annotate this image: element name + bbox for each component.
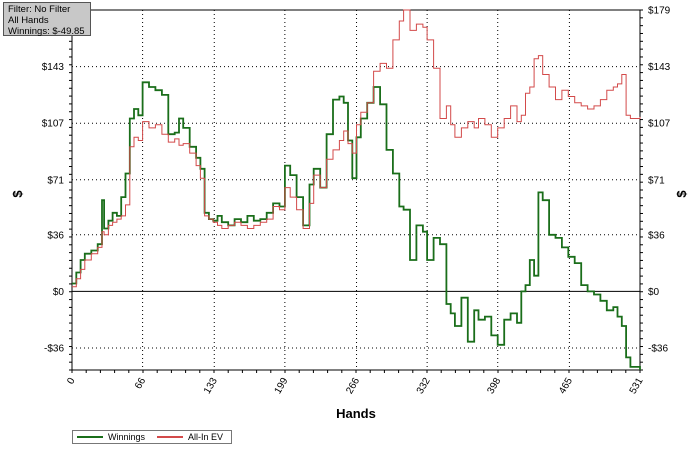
y-tick-label-right: $71 xyxy=(648,175,665,186)
y-tick-label-left: $143 xyxy=(42,62,65,73)
x-axis-title: Hands xyxy=(336,406,376,421)
series-line-all-in-ev xyxy=(72,9,641,288)
winnings-label: Winnings: $-49.85 xyxy=(8,26,85,37)
y-tick-label-left: -$36 xyxy=(44,343,64,354)
x-tick-label: 465 xyxy=(557,376,575,396)
x-tick-label: 0 xyxy=(65,376,78,387)
y-tick-label-left: $107 xyxy=(42,119,65,130)
y-tick-label-right: $143 xyxy=(648,62,671,73)
plot-frame xyxy=(71,9,641,371)
y-tick-label-left: $71 xyxy=(47,175,64,186)
y-axis-title-left: $ xyxy=(10,190,25,198)
series-line-winnings xyxy=(72,81,641,370)
y-tick-label-right: $0 xyxy=(648,287,660,298)
x-tick-label: 398 xyxy=(485,376,503,396)
x-tick-label: 133 xyxy=(202,376,220,396)
x-tick-label: 199 xyxy=(273,376,291,396)
legend-item-allin-ev: All-In EV xyxy=(157,432,223,442)
y-tick-label-right: $179 xyxy=(648,6,671,17)
y-tick-label-left: $36 xyxy=(47,230,64,241)
x-tick-label: 266 xyxy=(344,376,362,396)
x-tick-label: 332 xyxy=(415,376,433,396)
filter-label: Filter: No Filter xyxy=(8,4,71,15)
legend-label-winnings: Winnings xyxy=(108,432,146,442)
y-axis-title-right: $ xyxy=(674,190,689,198)
legend-swatch-allin-ev xyxy=(157,436,183,438)
legend-swatch-winnings xyxy=(77,436,103,438)
y-tick-label-right: -$36 xyxy=(648,343,668,354)
legend-label-allin-ev: All-In EV xyxy=(188,432,224,442)
y-tick-label-right: $36 xyxy=(648,230,665,241)
hands-label: All Hands xyxy=(8,15,49,26)
y-tick-label-right: $107 xyxy=(648,119,671,130)
y-tick-label-left: $0 xyxy=(53,287,65,298)
x-tick-label: 531 xyxy=(628,376,646,396)
chart-legend: Winnings All-In EV xyxy=(72,430,232,444)
x-tick-label: 66 xyxy=(133,376,148,392)
filter-info-box: Filter: No Filter All Hands Winnings: $-… xyxy=(3,2,91,37)
legend-item-winnings: Winnings xyxy=(77,432,145,442)
